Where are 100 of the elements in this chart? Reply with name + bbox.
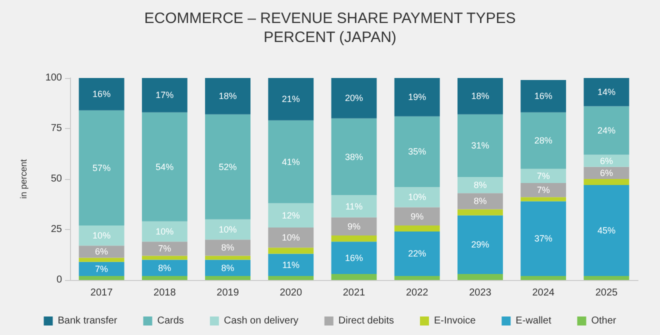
bar <box>394 78 440 116</box>
y-axis-title: in percent <box>18 158 28 199</box>
bar <box>78 246 124 258</box>
bar <box>520 201 566 276</box>
bar <box>394 225 440 232</box>
data-label: 31% <box>471 140 490 151</box>
data-label: 6% <box>95 246 108 257</box>
bar <box>142 260 188 276</box>
data-label: 41% <box>282 156 300 167</box>
legend-label: E-wallet <box>516 316 552 326</box>
data-label: 9% <box>347 221 361 232</box>
data-label: 8% <box>221 262 234 273</box>
data-label: 12% <box>282 210 300 220</box>
data-label: 10% <box>156 226 174 237</box>
data-label: 11% <box>282 260 300 270</box>
bar <box>205 78 250 114</box>
bar <box>142 221 188 242</box>
bar <box>394 187 440 208</box>
data-label: 11% <box>345 201 363 212</box>
data-label: 8% <box>158 262 172 273</box>
data-label: 18% <box>218 91 237 102</box>
data-label: 20% <box>344 93 364 104</box>
bar <box>205 114 250 220</box>
bar <box>205 256 250 260</box>
chart-title: ECOMMERCE – REVENUE SHARE PAYMENT TYPES <box>144 10 516 27</box>
y-tick-label: 25 <box>50 224 62 235</box>
bar <box>458 114 503 177</box>
data-label: 18% <box>471 91 490 102</box>
bar <box>331 274 377 280</box>
legend-label: E-Invoice <box>434 316 476 326</box>
x-tick-label: 2020 <box>280 288 302 298</box>
legend-label: Direct debits <box>338 316 394 326</box>
data-label: 8% <box>474 196 487 206</box>
data-label: 8% <box>474 180 487 190</box>
bar <box>78 225 124 246</box>
data-label: 10% <box>218 224 237 234</box>
data-label: 35% <box>408 146 426 157</box>
bar <box>142 78 188 112</box>
bar <box>458 176 503 194</box>
bar <box>268 203 314 228</box>
data-label: 21% <box>282 94 300 104</box>
data-label: 29% <box>471 240 490 250</box>
data-label: 6% <box>600 156 613 166</box>
bar <box>268 254 314 276</box>
bar <box>394 207 440 226</box>
data-label: 9% <box>410 211 424 222</box>
data-label: 17% <box>156 90 174 100</box>
data-label: 16% <box>92 89 111 100</box>
bar <box>584 179 630 186</box>
bar <box>268 227 314 248</box>
data-label: 19% <box>408 92 426 102</box>
bar <box>584 78 630 106</box>
bar <box>78 262 124 276</box>
bar <box>205 240 250 256</box>
bar <box>394 116 440 188</box>
data-label: 6% <box>600 168 613 178</box>
bar <box>142 276 188 280</box>
bar <box>142 256 188 260</box>
data-label: 45% <box>597 226 616 236</box>
bar <box>331 118 377 196</box>
y-tick-label: 100 <box>45 72 62 84</box>
data-label: 7% <box>536 185 550 196</box>
bar <box>78 110 124 226</box>
bar <box>268 276 314 280</box>
y-tick-label: 0 <box>56 274 62 286</box>
bar <box>394 232 440 276</box>
bar <box>205 260 250 276</box>
data-label: 14% <box>597 87 616 98</box>
bar <box>331 217 377 236</box>
x-tick-label: 2019 <box>216 288 240 298</box>
data-label: 38% <box>344 152 364 162</box>
bar <box>268 78 314 120</box>
bar <box>520 80 566 112</box>
data-label: 37% <box>534 234 552 244</box>
bar <box>458 209 503 216</box>
y-tick-label: 50 <box>50 174 62 184</box>
bar <box>584 106 630 155</box>
bar <box>78 276 124 280</box>
bar <box>520 168 566 184</box>
bar <box>520 183 566 198</box>
bar <box>331 195 377 218</box>
bar <box>584 276 630 280</box>
data-label: 52% <box>218 162 237 172</box>
x-tick-label: 2017 <box>90 288 114 298</box>
bar <box>205 276 250 280</box>
data-label: 10% <box>408 192 426 202</box>
chart-subtitle: PERCENT (JAPAN) <box>264 29 396 46</box>
x-tick-label: 2022 <box>406 288 429 298</box>
x-tick-label: 2021 <box>342 288 366 298</box>
x-tick-label: 2023 <box>469 288 492 298</box>
bar <box>458 274 503 280</box>
x-tick-label: 2025 <box>595 288 618 298</box>
data-label: 28% <box>534 136 552 146</box>
data-label: 24% <box>597 126 616 136</box>
data-label: 8% <box>221 242 234 253</box>
bar <box>458 215 503 274</box>
bar <box>331 236 377 242</box>
data-label: 54% <box>156 162 174 172</box>
x-tick-label: 2024 <box>532 288 555 298</box>
data-label: 16% <box>534 91 552 102</box>
